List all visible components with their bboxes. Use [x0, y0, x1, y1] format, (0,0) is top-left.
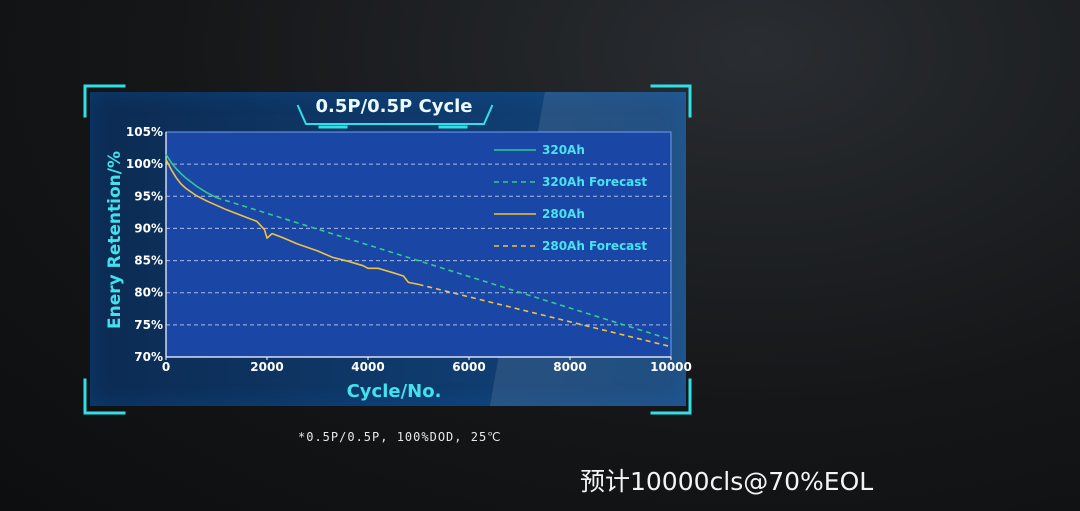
eol-caption: 预计10000cls@70%EOL	[580, 467, 874, 496]
legend-label: 320Ah	[542, 143, 585, 157]
legend: 320Ah 320Ah Forecast 280Ah 280Ah Forecast	[494, 143, 647, 253]
frame-corner-top-right	[650, 84, 692, 118]
y-tick-label: 105%	[126, 125, 163, 139]
chart-title: 0.5P/0.5P Cycle	[315, 96, 473, 117]
x-tick-label: 6000	[452, 360, 485, 374]
y-tick-label: 100%	[126, 157, 163, 171]
series-lines	[165, 154, 672, 348]
legend-label: 280Ah	[542, 207, 585, 221]
y-tick-label: 95%	[134, 189, 163, 203]
title-bracket	[296, 104, 494, 125]
x-tick-label: 8000	[553, 360, 586, 374]
axes: 70% 75% 80% 85% 90% 95% 100% 105% 0 2000 4000 6000 8…	[126, 125, 692, 374]
frame-corner-bottom-right	[650, 378, 692, 415]
series-280ah	[165, 159, 419, 286]
x-axis-label: Cycle/No.	[347, 381, 442, 402]
legend-label: 320Ah Forecast	[542, 175, 647, 189]
y-tick-label: 85%	[134, 254, 163, 268]
plot-area	[165, 131, 672, 358]
test-condition-note: *0.5P/0.5P, 100%DOD, 25℃	[298, 430, 502, 444]
y-tick-label: 90%	[134, 221, 163, 235]
y-tick-label: 70%	[134, 350, 163, 364]
series-320ah	[165, 154, 217, 199]
y-axis-label: Enery Retention/%	[105, 151, 125, 329]
x-tick-label: 4000	[351, 360, 384, 374]
legend-label: 280Ah Forecast	[542, 239, 647, 253]
x-tick-label: 10000	[650, 360, 692, 374]
frame-corner-bottom-left	[83, 378, 126, 415]
frame-corner-top-left	[83, 84, 126, 118]
x-tick-label: 2000	[250, 360, 283, 374]
series-320ah-forecast	[216, 196, 672, 341]
y-tick-label: 80%	[134, 286, 163, 300]
x-tick-label: 0	[162, 360, 170, 374]
y-tick-label: 75%	[134, 318, 163, 332]
series-280ah-forecast	[418, 283, 672, 348]
